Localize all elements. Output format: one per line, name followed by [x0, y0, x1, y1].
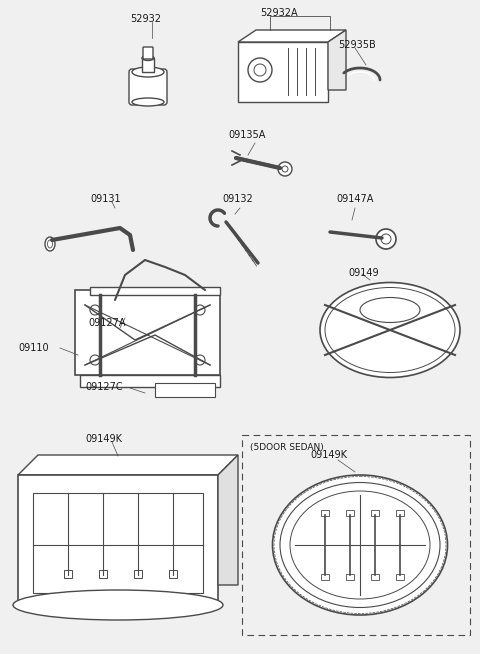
Text: 09149K: 09149K — [85, 434, 122, 444]
Circle shape — [195, 355, 205, 365]
Circle shape — [278, 162, 292, 176]
Circle shape — [195, 305, 205, 315]
Bar — [64, 570, 72, 578]
Text: 52932A: 52932A — [260, 8, 298, 18]
Circle shape — [254, 64, 266, 76]
FancyBboxPatch shape — [143, 47, 153, 59]
Bar — [238, 42, 328, 102]
Polygon shape — [328, 30, 346, 90]
Ellipse shape — [273, 475, 447, 615]
Text: 09149: 09149 — [348, 268, 379, 278]
Text: 52932: 52932 — [130, 14, 161, 24]
Bar — [396, 574, 404, 580]
Polygon shape — [18, 455, 238, 475]
Text: 09135A: 09135A — [228, 130, 265, 140]
Ellipse shape — [13, 590, 223, 620]
Bar — [321, 510, 329, 516]
Text: 09132: 09132 — [222, 194, 253, 204]
Ellipse shape — [325, 288, 455, 373]
Circle shape — [381, 234, 391, 244]
Bar — [75, 290, 220, 375]
Circle shape — [376, 229, 396, 249]
Text: 09147A: 09147A — [336, 194, 373, 204]
Bar — [33, 493, 203, 593]
Bar — [321, 574, 329, 580]
Bar — [371, 510, 379, 516]
Bar — [99, 570, 107, 578]
Bar — [346, 510, 354, 516]
Bar — [142, 58, 154, 72]
Ellipse shape — [142, 56, 154, 61]
Text: 09127A: 09127A — [88, 318, 125, 328]
Ellipse shape — [48, 240, 52, 248]
Ellipse shape — [320, 283, 460, 377]
Polygon shape — [218, 455, 238, 585]
Bar — [396, 510, 404, 516]
Text: 09110: 09110 — [18, 343, 48, 353]
Bar — [371, 574, 379, 580]
Ellipse shape — [132, 98, 164, 106]
Ellipse shape — [45, 237, 55, 251]
Ellipse shape — [132, 67, 164, 77]
Bar — [134, 570, 142, 578]
Circle shape — [90, 355, 100, 365]
Bar — [242, 435, 470, 635]
Ellipse shape — [280, 483, 440, 608]
Bar — [80, 375, 220, 387]
Bar — [169, 570, 177, 578]
Circle shape — [248, 58, 272, 82]
Ellipse shape — [360, 298, 420, 322]
Bar — [155, 383, 215, 397]
Text: 09127C: 09127C — [85, 382, 122, 392]
Polygon shape — [238, 30, 346, 42]
Text: (5DOOR SEDAN): (5DOOR SEDAN) — [250, 443, 324, 452]
Bar — [346, 574, 354, 580]
Ellipse shape — [290, 491, 430, 599]
Bar — [18, 475, 218, 605]
Circle shape — [90, 305, 100, 315]
Text: 09149K: 09149K — [310, 450, 347, 460]
Text: 09131: 09131 — [90, 194, 120, 204]
Circle shape — [282, 166, 288, 172]
Text: 52935B: 52935B — [338, 40, 376, 50]
FancyBboxPatch shape — [129, 69, 167, 105]
Bar — [90, 287, 220, 295]
